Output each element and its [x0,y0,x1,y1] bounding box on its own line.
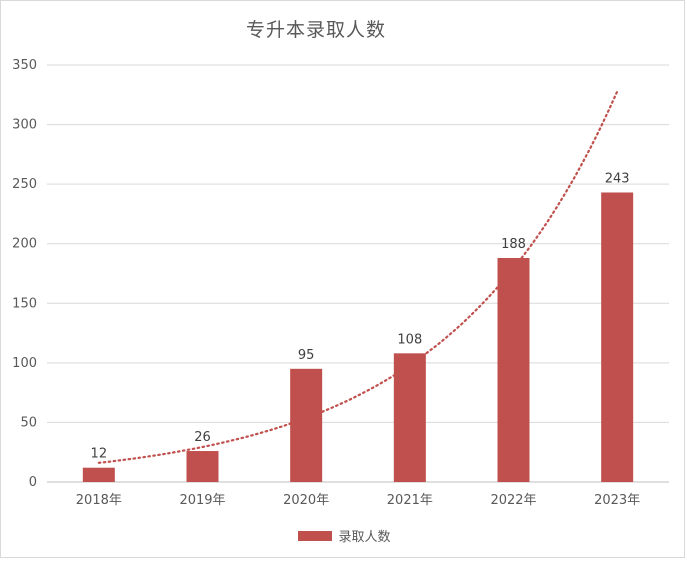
trendline [97,90,619,464]
y-tick-label: 0 [29,475,37,490]
y-tick-label: 350 [12,58,37,73]
legend-swatch [298,530,333,541]
data-label: 188 [501,237,526,252]
bar [186,451,219,482]
bar [82,467,115,482]
y-tick-label: 300 [12,118,37,133]
data-label: 243 [605,171,630,186]
data-label: 12 [91,447,108,462]
bar [497,258,530,482]
bar [393,353,426,482]
bar [601,192,634,483]
y-tick-label: 200 [12,237,37,252]
chart-title: 专升本录取人数 [245,19,386,41]
x-tick-label: 2019年 [179,493,225,508]
data-label: 108 [397,332,422,347]
x-tick-label: 2018年 [76,493,122,508]
y-tick-label: 100 [12,356,37,371]
legend: 录取人数 [1,526,687,545]
data-label: 95 [298,348,315,363]
x-tick-label: 2020年 [283,493,329,508]
x-tick-label: 2021年 [387,493,433,508]
y-tick-label: 50 [20,415,37,430]
x-tick-label: 2023年 [594,493,640,508]
legend-label: 录取人数 [338,530,391,545]
y-tick-label: 150 [12,296,37,311]
data-label: 26 [194,430,211,445]
bar [290,368,323,482]
x-tick-label: 2022年 [490,493,536,508]
y-tick-label: 250 [12,177,37,192]
